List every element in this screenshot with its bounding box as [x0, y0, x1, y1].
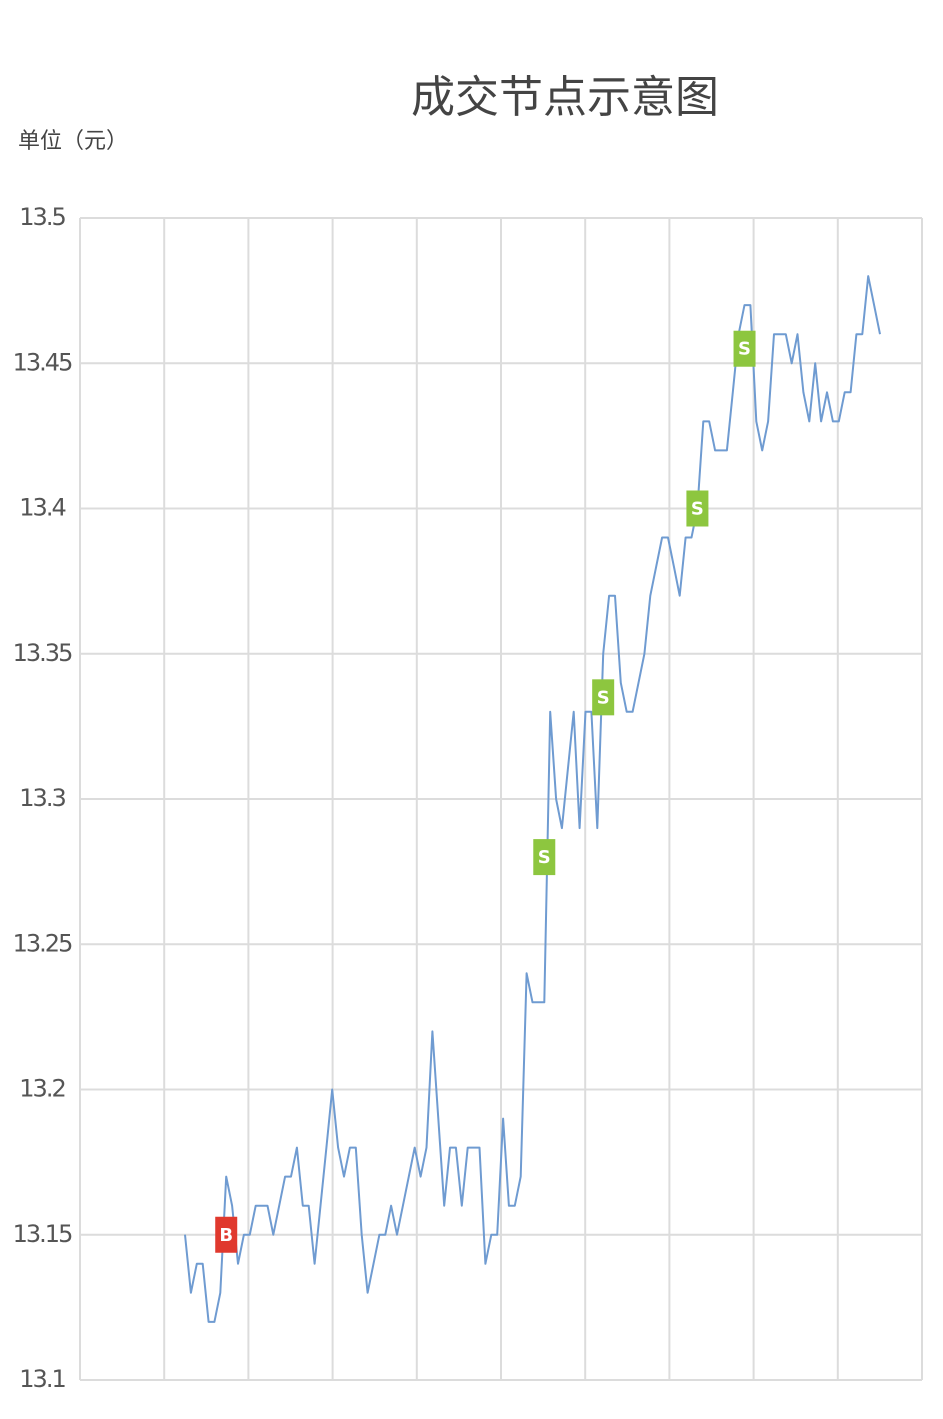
trade-marker: S [533, 839, 556, 876]
trade-marker-label: S [597, 687, 610, 708]
y-tick-label: 13.45 [13, 348, 72, 376]
y-tick-label: 13.2 [19, 1075, 64, 1103]
trade-marker-label: S [691, 499, 704, 520]
y-tick-label: 13.1 [19, 1365, 65, 1393]
trade-marker-box [686, 490, 709, 527]
trade-marker-box [215, 1216, 238, 1253]
trade-marker-label: S [538, 847, 551, 868]
trade-marker-label: S [738, 339, 751, 360]
y-tick-label: 13.35 [13, 639, 72, 667]
trade-marker: B [215, 1216, 238, 1253]
y-tick-label: 13.25 [13, 929, 72, 957]
trade-marker-label: B [219, 1225, 233, 1246]
y-tick-label: 13.3 [19, 784, 65, 812]
price-line [184, 275, 881, 1323]
trade-marker: S [592, 679, 615, 716]
trade-marker: S [733, 330, 756, 367]
chart-title: 成交节点示意图 [411, 72, 719, 123]
y-axis-label: 单位（元） [18, 129, 128, 154]
y-tick-label: 13.15 [13, 1220, 72, 1248]
trade-marker: S [686, 490, 709, 527]
trade-marker-box [733, 330, 756, 367]
trade-marker-box [592, 679, 615, 716]
y-tick-label: 13.4 [19, 494, 65, 522]
trade-marker-box [533, 839, 556, 876]
y-tick-label: 13.5 [19, 203, 65, 231]
